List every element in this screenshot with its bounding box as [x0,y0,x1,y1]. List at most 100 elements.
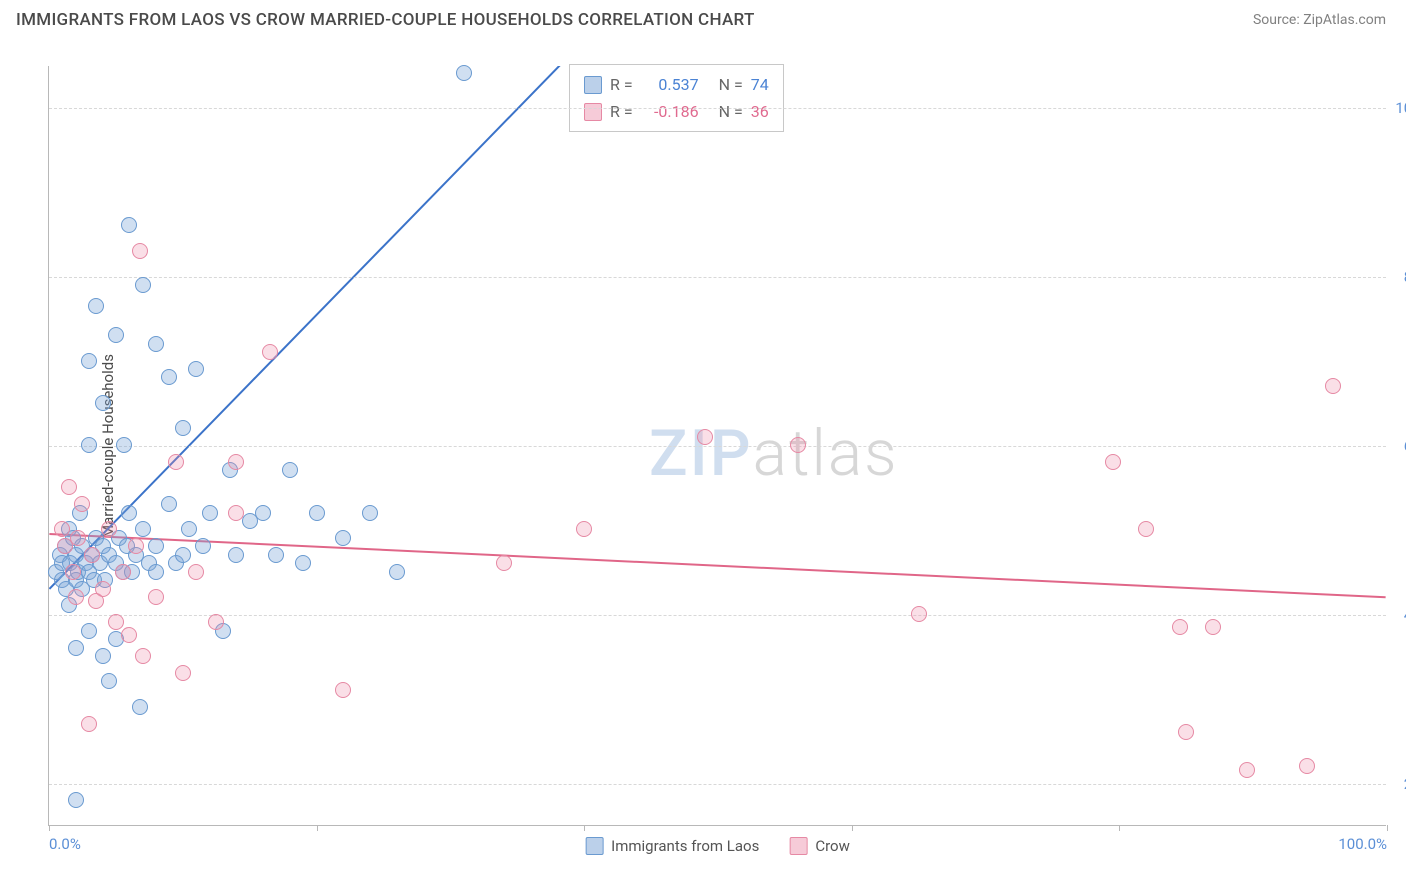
data-point [101,521,117,537]
data-point [228,547,244,563]
data-point [195,538,211,554]
x-tick [852,825,853,831]
data-point [1239,762,1255,778]
data-point [132,699,148,715]
data-point [175,665,191,681]
watermark-zip: ZIP [649,416,753,491]
data-point [148,538,164,554]
legend-swatch [584,76,602,94]
data-point [148,589,164,605]
stat-r-value: -0.186 [641,98,699,125]
data-point [88,298,104,314]
data-point [132,243,148,259]
stats-row: R = -0.186 N = 36 [584,98,769,125]
stat-n-label: N = [719,71,743,98]
data-point [181,521,197,537]
data-point [84,547,100,563]
data-point [335,682,351,698]
data-point [148,564,164,580]
data-point [1325,378,1341,394]
x-tick [317,825,318,831]
data-point [255,505,271,521]
gridline [49,615,1386,616]
data-point [135,648,151,664]
stats-row: R = 0.537 N = 74 [584,71,769,98]
data-point [790,437,806,453]
data-point [121,505,137,521]
data-point [81,716,97,732]
data-point [1205,619,1221,635]
data-point [295,555,311,571]
data-point [135,521,151,537]
data-point [135,277,151,293]
stats-box: R = 0.537 N = 74 R = -0.186 N = 36 [569,64,784,132]
data-point [95,395,111,411]
legend-label: Crow [815,837,850,855]
data-point [74,496,90,512]
stat-n-label: N = [719,98,743,125]
data-point [95,581,111,597]
data-point [188,564,204,580]
data-point [175,420,191,436]
x-tick-label: 100.0% [1338,835,1387,853]
chart-header: IMMIGRANTS FROM LAOS VS CROW MARRIED-COU… [0,0,1406,36]
data-point [70,530,86,546]
data-point [362,505,378,521]
data-point [1105,454,1121,470]
stat-r-value: 0.537 [641,71,699,98]
x-tick [584,825,585,831]
legend-swatch [585,837,603,855]
data-point [335,530,351,546]
data-point [68,589,84,605]
data-point [1172,619,1188,635]
data-point [168,454,184,470]
legend-label: Immigrants from Laos [611,837,759,855]
data-point [61,479,77,495]
data-point [81,353,97,369]
data-point [128,538,144,554]
stat-r-label: R = [610,98,633,125]
data-point [81,437,97,453]
data-point [228,454,244,470]
data-point [309,505,325,521]
chart-title: IMMIGRANTS FROM LAOS VS CROW MARRIED-COU… [16,10,755,30]
data-point [262,344,278,360]
scatter-chart: ZIPatlas R =0.537N =74R =-0.186N =36 Imm… [48,66,1386,826]
x-tick [49,825,50,831]
data-point [65,564,81,580]
stat-n-value: 74 [751,71,769,98]
data-point [208,614,224,630]
data-point [121,217,137,233]
data-point [108,327,124,343]
stat-r-label: R = [610,71,633,98]
data-point [95,648,111,664]
trend-line [49,534,1385,597]
data-point [1299,758,1315,774]
data-point [175,547,191,563]
data-point [188,361,204,377]
data-point [228,505,244,521]
legend-swatch [584,103,602,121]
x-tick [1119,825,1120,831]
gridline [49,784,1386,785]
data-point [202,505,218,521]
legend-swatch [789,837,807,855]
watermark: ZIPatlas [649,416,899,491]
data-point [268,547,284,563]
stat-n-value: 36 [751,98,769,125]
data-point [456,65,472,81]
y-tick-label: 100.0% [1395,99,1406,117]
data-point [81,623,97,639]
gridline [49,277,1386,278]
data-point [148,336,164,352]
data-point [115,564,131,580]
legend-item: Immigrants from Laos [585,837,759,855]
data-point [496,555,512,571]
data-point [121,627,137,643]
data-point [116,437,132,453]
data-point [68,792,84,808]
legend-item: Crow [789,837,850,855]
data-point [389,564,405,580]
watermark-atlas: atlas [753,416,899,491]
data-point [282,462,298,478]
